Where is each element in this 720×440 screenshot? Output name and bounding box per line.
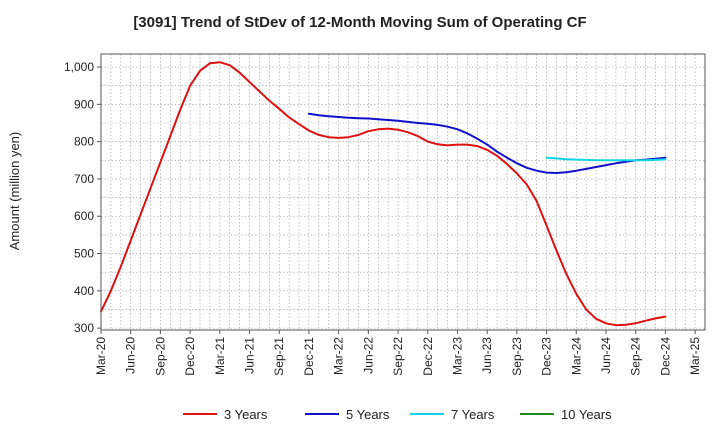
x-tick-label: Sep-23: [510, 337, 524, 376]
x-tick-label: Sep-22: [391, 337, 405, 376]
legend-label-3-years: 3 Years: [224, 407, 268, 422]
x-tick-label: Sep-24: [629, 337, 643, 376]
y-axis-label: Amount (million yen): [7, 132, 22, 251]
x-tick-label: Jun-24: [599, 337, 613, 374]
x-tick-label: Jun-20: [124, 337, 138, 374]
series-layer: [100, 61, 667, 327]
legend: 3 Years 5 Years 7 Years 10 Years: [183, 407, 612, 422]
y-tick-label: 600: [74, 209, 94, 223]
y-tick-label: 500: [74, 247, 94, 261]
series-line-5-years: [307, 112, 667, 174]
x-tick-label: Mar-25: [688, 337, 702, 375]
x-tick-label: Sep-21: [272, 337, 286, 376]
series-line-7-years: [545, 156, 667, 162]
x-tick-label: Dec-24: [658, 337, 672, 376]
series-line-3-years: [100, 61, 667, 327]
x-tick-label: Mar-24: [569, 337, 583, 375]
legend-label-7-years: 7 Years: [451, 407, 495, 422]
x-tick-label: Dec-20: [183, 337, 197, 376]
x-tick-label: Dec-23: [540, 337, 554, 376]
y-tick-label: 1,000: [64, 60, 94, 74]
grid: [101, 54, 705, 330]
y-tick-label: 400: [74, 284, 94, 298]
y-tick-label: 800: [74, 135, 94, 149]
plot-frame: [100, 53, 706, 331]
y-tick-label: 700: [74, 172, 94, 186]
x-tick-label: Jun-21: [243, 337, 257, 374]
x-tick-label: Mar-21: [213, 337, 227, 375]
y-tick-label: 300: [74, 321, 94, 335]
x-tick-label: Dec-22: [421, 337, 435, 376]
y-ticks: 300 400 500 600 700 800 900 1,000: [64, 60, 101, 335]
x-ticks: Mar-20 Jun-20 Sep-20 Dec-20 Mar-21 Jun-21 Sep-…: [94, 330, 720, 376]
x-tick-label: Mar-20: [94, 337, 108, 375]
x-tick-label: Jun-25: [718, 337, 720, 374]
x-tick-label: Jun-23: [480, 337, 494, 374]
y-tick-label: 900: [74, 97, 94, 111]
x-tick-label: Mar-22: [332, 337, 346, 375]
x-tick-label: Sep-20: [153, 337, 167, 376]
x-tick-label: Jun-22: [361, 337, 375, 374]
x-tick-label: Mar-23: [450, 337, 464, 375]
legend-label-5-years: 5 Years: [346, 407, 390, 422]
legend-label-10-years: 10 Years: [561, 407, 612, 422]
x-tick-label: Dec-21: [302, 337, 316, 376]
chart-title: [3091] Trend of StDev of 12-Month Moving…: [133, 14, 586, 31]
